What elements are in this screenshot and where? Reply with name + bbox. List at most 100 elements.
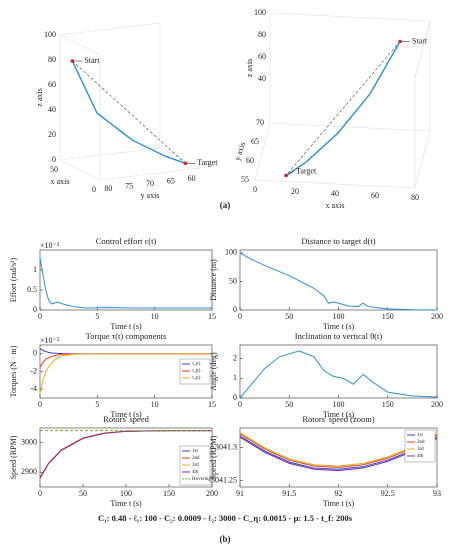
y-tick-label: 70 [256,118,264,127]
series-line [239,435,438,470]
x-tick-label: 0 [92,185,96,194]
z-tick-label: 60 [48,80,56,89]
y-tick-label: 0.5 [27,285,37,294]
x-tick-label: 0 [38,400,42,409]
start-target-line [72,60,186,164]
x-axis-label: Time t (s) [323,322,355,331]
x-tick-label: 100 [333,312,345,321]
x-tick-label: 50 [285,400,293,409]
y-tick-label: 2 [233,354,237,363]
y-tick-label: 2900 [21,467,37,476]
box-edge [269,122,431,132]
legend-label: τ₃(t) [192,376,201,381]
legend-label: 4th [417,454,424,459]
z-tick-label: 80 [48,55,56,64]
y-tick-label: 80 [104,184,112,193]
chart-title: Rotors' speed [103,414,149,424]
z-axis-label: z axis [35,88,44,106]
y-tick-label: 65 [167,176,175,185]
trajectory [285,41,401,177]
chart-title: Rotors' speed (zoom) [302,414,375,424]
box-edge [159,147,201,169]
plot-frame [239,344,438,399]
x-tick-label: 60 [371,191,379,200]
y-tick-label: 65 [251,137,259,146]
x-tick-label: 80 [411,193,419,202]
plot-frame [239,249,438,311]
x-tick-label: 5 [95,400,99,409]
box-edge [254,122,271,181]
y-tick-label: 50 [229,276,237,285]
box-edge [59,159,101,181]
z-tick-label: 100 [254,8,266,17]
x-tick-label: 100 [333,400,345,409]
y-tick-label: 70 [146,179,154,188]
y-axis-label: y axis [233,141,247,162]
y-axis-label: Distance (m) [209,259,218,301]
y-axis-label: Angle (deg) [209,352,218,391]
box-edge [269,12,431,22]
x-tick-label: 150 [382,400,394,409]
box-edge [414,20,431,79]
chart-title: Torque τ(t) components [86,331,167,341]
x-tick-label: 15 [208,312,216,321]
x-tick-label: 40 [331,189,339,198]
x-tick-label: 10 [151,400,159,409]
x-axis-label: Time t (s) [110,410,142,419]
y-tick-label: 0 [33,305,37,314]
z-tick-label: 100 [44,30,56,39]
target-label: Target [296,166,317,175]
x-tick-label: 150 [382,312,394,321]
start-target-line [285,41,401,176]
x-tick-label: 91 [236,489,244,498]
y-axis-label: Effort (rad/s²) [9,258,18,303]
x-tick-label: 200 [431,312,443,321]
plot-frame [39,249,213,311]
series-line [239,350,438,399]
box-edge [59,34,101,56]
z-tick-label: 60 [258,52,266,61]
chart-title: Control effort ε(t) [96,236,157,246]
z-tick-label: 40 [258,74,266,83]
z-axis-label: z axis [245,59,254,77]
caption: C₁: 0.48 - ℓ₁: 100 - C₂: 0.0009 - ℓ₂: 30… [98,513,353,523]
legend-label: τ₂(t) [192,369,201,374]
start-marker [70,59,75,63]
y-tick-label: 75 [125,181,133,190]
x-tick-label: 10 [151,312,159,321]
legend-label: 4th [192,470,199,475]
series-line [239,252,438,311]
legend-label: 3rd [417,447,424,452]
y-tick-label: -2 [30,366,37,375]
y-tick-label: 3041.3 [215,442,237,451]
z-tick-label: 40 [48,105,56,114]
z-tick-label: 0 [52,155,56,164]
x-tick-label: 15 [208,400,216,409]
y-axis-label: Torques (N · m) [9,345,18,397]
x-tick-label: 150 [163,489,175,498]
box-edge [99,167,201,181]
x-axis-label: Time t (s) [110,499,142,508]
legend-label: 2nd [192,456,200,461]
x-tick-label: 0 [238,312,242,321]
x-tick-label: 92 [335,489,343,498]
chart-title: Inclination to vertical θ(t) [295,331,383,341]
y-tick-label: 1 [33,265,37,274]
y-tick-label: 0 [233,305,237,314]
y-tick-label: 1 [233,373,237,382]
x-axis-label: x axis [51,177,70,186]
y-tick-label: 0 [233,393,237,402]
legend-label: τ₁(t) [192,362,201,367]
series-line [239,433,438,468]
x-axis-label: x axis [326,201,345,210]
start-label: Start [84,56,100,65]
y-tick-label: 55 [241,175,249,184]
chart-title: Distance to target d(t) [301,236,375,246]
x-axis-label: Time t (s) [323,410,355,419]
z-tick-label: 20 [48,130,56,139]
x-tick-label: 93 [433,489,441,498]
series-line [39,348,212,355]
y-axis-label: y axis [141,191,160,200]
x-tick-label: 50 [285,312,293,321]
x-tick-label: 100 [120,489,132,498]
